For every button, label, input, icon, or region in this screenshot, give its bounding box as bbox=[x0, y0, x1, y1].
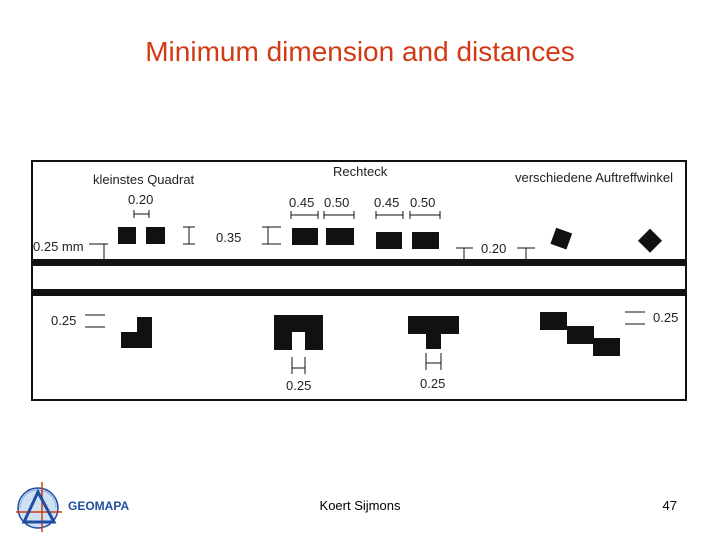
page-number: 47 bbox=[662, 498, 677, 513]
lower-shape-3a bbox=[408, 316, 459, 334]
rect-4 bbox=[412, 232, 439, 249]
rect-1 bbox=[292, 228, 318, 245]
label-smallest-square: kleinstes Quadrat bbox=[93, 172, 195, 187]
stair-2 bbox=[567, 326, 594, 344]
upper-bar bbox=[33, 259, 685, 266]
label-square-height: 0.35 bbox=[216, 230, 241, 245]
footer-author: Koert Sijmons bbox=[319, 498, 401, 513]
label-left-line: 0.25 mm bbox=[33, 239, 84, 254]
label-angle-gap: 0.20 bbox=[481, 241, 506, 256]
stair-3 bbox=[593, 338, 620, 356]
label-lower-right: 0.25 bbox=[653, 310, 678, 325]
label-rect-width-1: 0.45 bbox=[289, 195, 314, 210]
rect-3 bbox=[376, 232, 402, 249]
square-2 bbox=[146, 227, 165, 244]
stair-1 bbox=[540, 312, 567, 330]
square-1 bbox=[118, 227, 136, 244]
rotated-square-2 bbox=[637, 228, 663, 253]
rotated-square-1 bbox=[550, 227, 573, 250]
label-rect-width-2: 0.50 bbox=[324, 195, 349, 210]
slide-title: Minimum dimension and distances bbox=[145, 36, 575, 67]
label-square-gap: 0.20 bbox=[128, 192, 153, 207]
label-lower-left: 0.25 bbox=[51, 313, 76, 328]
label-rect-width-3: 0.45 bbox=[374, 195, 399, 210]
label-rect-width-4: 0.50 bbox=[410, 195, 435, 210]
logo-text: GEOMAPA bbox=[68, 499, 129, 513]
lower-shape-1b bbox=[137, 317, 152, 332]
rect-2 bbox=[326, 228, 354, 245]
lower-bar bbox=[33, 289, 685, 296]
lower-shape-1a bbox=[121, 332, 152, 348]
label-lower-mid2: 0.25 bbox=[420, 376, 445, 391]
geomapa-logo: GEOMAPA bbox=[14, 478, 154, 534]
label-lower-mid1: 0.25 bbox=[286, 378, 311, 393]
label-different-angles: verschiedene Auftreffwinkel bbox=[515, 170, 673, 185]
label-rectangle: Rechteck bbox=[333, 164, 388, 179]
dimension-diagram: kleinstes Quadrat Rechteck verschiedene … bbox=[31, 160, 687, 401]
lower-shape-3b bbox=[426, 334, 441, 349]
